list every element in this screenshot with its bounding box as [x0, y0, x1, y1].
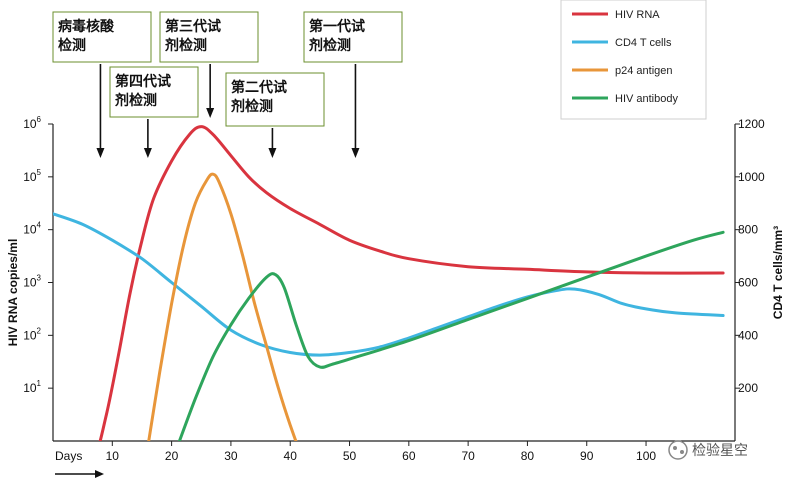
- series-line-p24-antigen: [147, 172, 298, 441]
- watermark-icon-dot: [680, 450, 684, 454]
- legend-label-p24-antigen: p24 antigen: [615, 65, 673, 77]
- callout-text-line: 剂检测: [165, 37, 207, 54]
- watermark: 检验星空: [668, 440, 748, 460]
- y-left-tick-label: 106: [23, 115, 41, 131]
- legend-label-hiv-rna: HIV RNA: [615, 9, 660, 21]
- y-left-tick-label: 104: [23, 221, 41, 237]
- y-right-tick-label: 200: [738, 381, 758, 395]
- callout-text-line: 第一代试: [309, 18, 365, 35]
- callout-text-line: 剂检测: [231, 98, 273, 115]
- watermark-icon-dot: [673, 446, 677, 450]
- y-right-tick-label: 1000: [738, 170, 765, 184]
- y-left-tick-label: 101: [23, 379, 41, 395]
- legend: HIV RNA CD4 T cells p24 antigen HIV antibod…: [560, 0, 707, 120]
- legend-label-hiv-antibody: HIV antibody: [615, 93, 678, 105]
- legend-box: [560, 0, 707, 120]
- series-line-hiv-rna: [98, 125, 725, 441]
- x-tick-label: 100: [636, 449, 656, 463]
- y-right-label: CD4 T cells/mm³: [771, 226, 785, 319]
- series-line-cd4-t-cells: [53, 212, 725, 357]
- callout-box: [225, 72, 325, 127]
- x-tick-label: 80: [521, 449, 535, 463]
- axes: 10 20 30 40 50 60 70 80 90 100 Days 101 102 103 104 105…: [6, 115, 785, 478]
- y-right-tick-label: 1200: [738, 117, 765, 131]
- callout-box: [303, 11, 403, 63]
- y-right-tick-label: 600: [738, 276, 758, 290]
- callout-text-line: 第四代试: [115, 73, 171, 90]
- x-tick-label: 50: [343, 449, 357, 463]
- series-line-hiv-antibody: [177, 230, 725, 441]
- x-tick-label: 10: [106, 449, 120, 463]
- watermark-icon: [668, 440, 688, 460]
- callout-text-line: 剂检测: [309, 37, 351, 54]
- x-tick-label: 90: [580, 449, 594, 463]
- x-tick-label: 60: [402, 449, 416, 463]
- callout-box: [159, 11, 259, 63]
- callout-arrow-head: [206, 108, 215, 118]
- series-lines: [53, 125, 725, 441]
- y-right-tick-label: 800: [738, 223, 758, 237]
- x-tick-label: 20: [165, 449, 179, 463]
- x-tick-label: 40: [284, 449, 298, 463]
- x-days-label: Days: [55, 449, 82, 463]
- callout-arrow-head: [96, 148, 105, 158]
- watermark-text: 检验星空: [692, 443, 748, 459]
- y-left-tick-label: 105: [23, 168, 41, 184]
- y-left-tick-label: 102: [23, 326, 41, 342]
- callout-box: [109, 66, 199, 118]
- x-tick-label: 70: [461, 449, 475, 463]
- callout-text-line: 第三代试: [165, 18, 221, 35]
- y-left-tick-label: 103: [23, 274, 41, 290]
- callout-text-line: 剂检测: [115, 92, 157, 109]
- y-right-tick-label: 400: [738, 328, 758, 342]
- callout-box: [52, 11, 152, 63]
- callout-arrow-head: [351, 148, 360, 158]
- x-tick-label: 30: [224, 449, 238, 463]
- callout-arrow-head: [143, 148, 152, 158]
- legend-label-cd4-t-cells: CD4 T cells: [615, 37, 672, 49]
- y-left-label: HIV RNA copies/ml: [6, 239, 20, 347]
- callout-arrow-head: [268, 148, 277, 158]
- callout-text-line: 第二代试: [231, 79, 287, 96]
- callout-text-line: 检测: [58, 37, 86, 54]
- callout-text-line: 病毒核酸: [58, 18, 115, 35]
- days-arrow-head: [95, 470, 104, 478]
